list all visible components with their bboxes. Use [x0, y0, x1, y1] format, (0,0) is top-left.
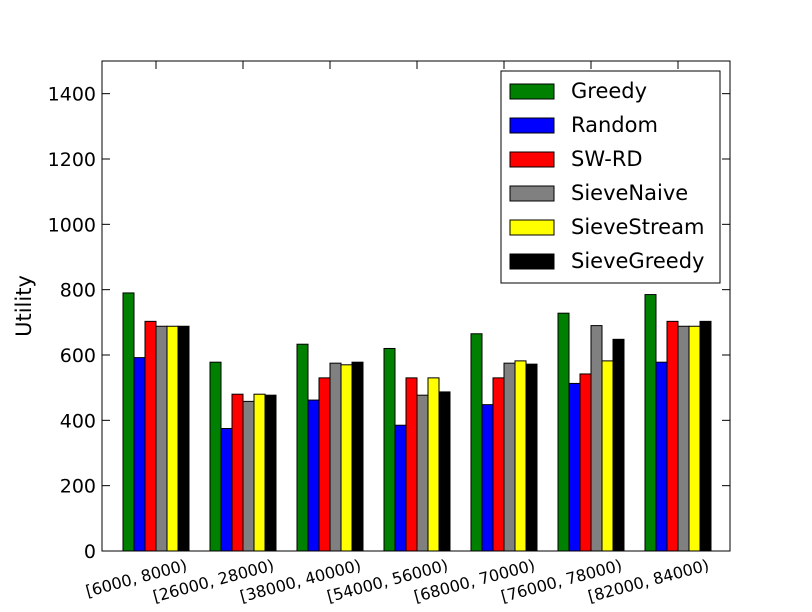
bar-sievestream-1 [253, 393, 266, 552]
y-tick-label-5: 1000 [48, 214, 96, 236]
bar-random-5 [568, 382, 581, 552]
bar-sievegreedy-4 [525, 363, 538, 552]
bar-sievegreedy-3 [438, 391, 451, 552]
y-axis-label: Utility [12, 275, 36, 337]
bar-sievenaive-4 [503, 362, 516, 552]
y-axis: 0 200 400 600 800 1000 1200 1400 [48, 84, 730, 563]
bar-sievestream-5 [601, 360, 614, 552]
y-tick-label-1: 200 [60, 476, 96, 498]
bar-sw-rd-5 [579, 373, 592, 552]
bar-sw-rd-4 [492, 377, 505, 552]
legend-label-greedy: Greedy [571, 79, 647, 103]
bar-sw-rd-0 [144, 320, 157, 552]
bar-random-4 [481, 404, 494, 552]
legend-swatch-random [509, 117, 555, 134]
y-tick-label-4: 800 [60, 280, 96, 302]
y-tick-label-7: 1400 [48, 84, 96, 106]
legend-swatch-sievegreedy [509, 253, 555, 270]
bar-greedy-6 [644, 294, 657, 552]
bar-random-0 [133, 357, 146, 552]
bar-sievestream-6 [688, 325, 701, 552]
y-tick-label-0: 0 [84, 541, 96, 563]
bar-sievegreedy-5 [612, 338, 625, 552]
y-tick-label-3: 600 [60, 345, 96, 367]
bar-sievenaive-2 [329, 362, 342, 552]
bar-greedy-0 [122, 292, 135, 552]
bar-sievenaive-0 [155, 325, 168, 552]
bar-sievegreedy-2 [351, 361, 364, 552]
bar-sw-rd-3 [405, 377, 418, 552]
legend-label-random: Random [571, 113, 658, 137]
bar-sievegreedy-1 [264, 394, 277, 552]
bar-random-1 [220, 428, 233, 552]
bar-sievestream-4 [514, 360, 527, 552]
legend-swatch-greedy [509, 83, 555, 100]
bar-sievestream-3 [427, 377, 440, 552]
bar-sievestream-2 [340, 364, 353, 552]
bar-sievegreedy-6 [699, 320, 712, 552]
bar-greedy-2 [296, 343, 309, 552]
bar-sievenaive-6 [677, 325, 690, 552]
bar-sievegreedy-0 [177, 325, 190, 552]
bar-sw-rd-1 [231, 393, 244, 552]
y-tick-label-2: 400 [60, 410, 96, 432]
legend-label-sievenaive: SieveNaive [571, 181, 688, 205]
bar-sievenaive-1 [242, 400, 255, 552]
bar-greedy-3 [383, 347, 396, 552]
legend-swatch-sw-rd [509, 151, 555, 168]
y-tick-label-6: 1200 [48, 149, 96, 171]
bar-sievenaive-5 [590, 325, 603, 552]
legend-label-sievestream: SieveStream [571, 215, 704, 239]
bar-sw-rd-6 [666, 320, 679, 552]
legend: Greedy Random SW-RD SieveNaive SieveStream Si… [500, 70, 721, 284]
bar-greedy-5 [557, 312, 570, 552]
legend-label-sievegreedy: SieveGreedy [571, 249, 704, 273]
bar-random-6 [655, 361, 668, 552]
legend-label-sw-rd: SW-RD [571, 147, 643, 171]
bar-sievenaive-3 [416, 394, 429, 552]
legend-swatch-sievestream [509, 219, 555, 236]
bar-sievestream-0 [166, 325, 179, 552]
legend-swatch-sievenaive [509, 185, 555, 202]
legend-box [500, 70, 721, 284]
bar-random-2 [307, 399, 320, 552]
bar-greedy-4 [470, 333, 483, 552]
bar-random-3 [394, 424, 407, 552]
bar-greedy-1 [209, 361, 222, 552]
plot-frame [101, 60, 731, 552]
bar-sw-rd-2 [318, 377, 331, 552]
